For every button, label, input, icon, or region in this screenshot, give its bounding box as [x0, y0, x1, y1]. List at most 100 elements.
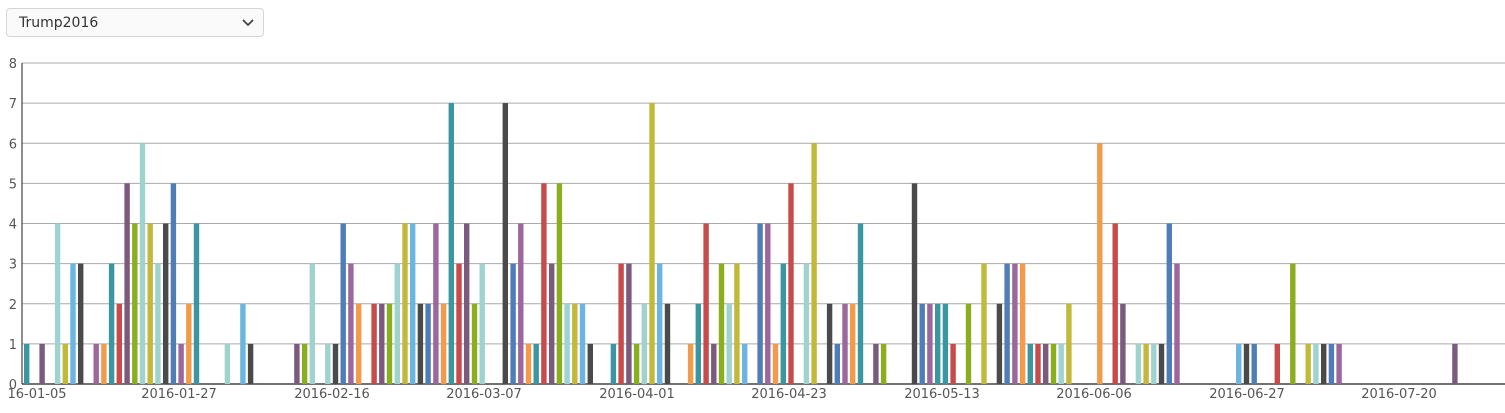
bar — [1452, 343, 1458, 384]
y-tick-label: 2 — [9, 298, 17, 313]
bar — [850, 303, 856, 385]
bar — [618, 263, 624, 384]
bar — [1151, 343, 1157, 384]
bar — [433, 223, 439, 384]
x-tick-label: 2016-06-06 — [1056, 387, 1132, 402]
bar — [873, 343, 879, 384]
bar — [525, 343, 532, 384]
x-tick-label: 2016-06-27 — [1209, 387, 1285, 402]
bar — [502, 103, 508, 384]
bar — [919, 303, 925, 385]
bar — [1328, 343, 1335, 384]
bar — [1290, 263, 1296, 384]
bar — [1158, 343, 1165, 384]
bar — [448, 103, 454, 384]
bar — [1019, 263, 1026, 384]
bar — [711, 343, 717, 384]
bar — [1050, 343, 1057, 384]
bar — [356, 303, 362, 385]
bar — [950, 343, 956, 384]
bar — [942, 303, 949, 385]
chevron-down-icon — [242, 19, 254, 27]
bar — [1097, 143, 1103, 385]
bar — [541, 183, 547, 384]
bars — [24, 103, 1458, 385]
bar — [734, 263, 740, 384]
grid-lines — [21, 62, 1505, 385]
bar — [518, 223, 524, 384]
bar — [1066, 303, 1072, 385]
bar — [772, 343, 779, 384]
bar — [471, 303, 478, 385]
bar — [170, 183, 177, 384]
y-tick-label: 6 — [9, 137, 17, 152]
bar — [510, 263, 516, 384]
bar — [124, 183, 130, 384]
bar — [1112, 223, 1118, 384]
x-tick-label: 16-01-05 — [7, 387, 66, 402]
bar — [1274, 343, 1280, 384]
bar — [742, 343, 748, 384]
bar — [464, 223, 470, 384]
bar — [116, 303, 122, 385]
bar — [410, 223, 416, 384]
bar — [533, 343, 539, 384]
bar — [386, 303, 393, 385]
bar — [757, 223, 763, 384]
bar — [664, 303, 671, 385]
bar — [965, 303, 972, 385]
bar — [371, 303, 377, 385]
bar — [649, 103, 655, 384]
bar — [657, 263, 663, 384]
bar — [826, 303, 833, 385]
bar — [425, 303, 431, 385]
bar — [556, 183, 563, 384]
bar — [240, 303, 246, 385]
y-axis-ticks: 0 1 2 3 4 5 6 7 8 — [9, 57, 17, 393]
x-axis-ticks: 16-01-05 2016-01-27 2016-02-16 2016-03-07 20… — [7, 387, 1436, 402]
bar — [572, 303, 578, 385]
bar — [24, 343, 30, 384]
bar — [1336, 343, 1342, 384]
bar — [803, 263, 810, 384]
bar — [780, 263, 786, 384]
bar — [703, 223, 709, 384]
bar — [549, 263, 555, 384]
bar — [1243, 343, 1250, 384]
bar — [39, 343, 45, 384]
bar — [309, 263, 315, 384]
bar — [587, 343, 593, 384]
bar — [927, 303, 933, 385]
bar — [186, 303, 192, 385]
bar — [70, 263, 76, 384]
x-tick-label: 2016-01-27 — [141, 387, 217, 402]
bar — [1058, 343, 1064, 384]
bar — [1166, 223, 1172, 384]
bar — [641, 303, 647, 385]
bar — [765, 223, 771, 384]
bar — [93, 343, 99, 384]
bar — [62, 343, 68, 384]
y-tick-label: 3 — [9, 258, 17, 273]
x-tick-label: 2016-04-01 — [599, 387, 675, 402]
bar — [348, 263, 354, 384]
bar — [1012, 263, 1018, 384]
bar — [1143, 343, 1149, 384]
bar — [54, 223, 61, 384]
bar — [78, 263, 84, 384]
bar — [402, 223, 408, 384]
bar — [610, 343, 617, 384]
bar — [718, 263, 725, 384]
bar — [139, 143, 146, 385]
dataset-select-value: Trump2016 — [19, 15, 99, 31]
bar-chart: 0 1 2 3 4 5 6 7 8 16-01-05 2016-01-27 2016-02-16 20… — [7, 57, 1505, 402]
bar — [1004, 263, 1010, 384]
dataset-select[interactable]: Trump2016 — [6, 8, 264, 37]
bar — [811, 143, 817, 385]
y-tick-label: 7 — [9, 97, 17, 112]
bar — [857, 223, 864, 384]
bar — [842, 303, 848, 385]
x-tick-label: 2016-05-13 — [904, 387, 980, 402]
bar — [132, 223, 138, 384]
x-tick-label: 2016-07-20 — [1361, 387, 1437, 402]
